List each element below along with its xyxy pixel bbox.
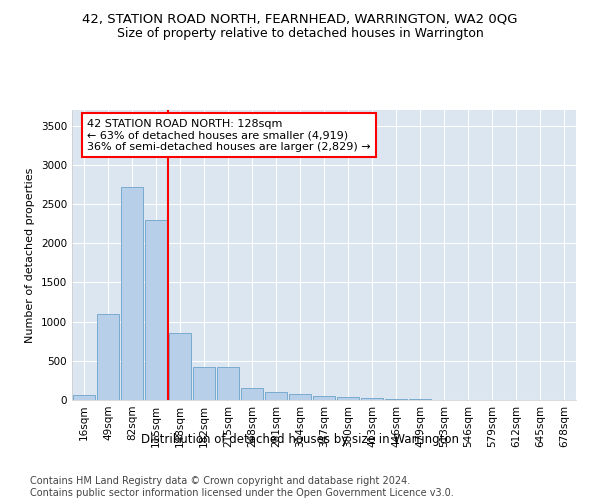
Text: Contains HM Land Registry data © Crown copyright and database right 2024.
Contai: Contains HM Land Registry data © Crown c… <box>30 476 454 498</box>
Text: Distribution of detached houses by size in Warrington: Distribution of detached houses by size … <box>141 432 459 446</box>
Bar <box>241 388 263 400</box>
Text: 42 STATION ROAD NORTH: 128sqm
← 63% of detached houses are smaller (4,919)
36% o: 42 STATION ROAD NORTH: 128sqm ← 63% of d… <box>87 118 371 152</box>
Y-axis label: Number of detached properties: Number of detached properties <box>25 168 35 342</box>
Text: Size of property relative to detached houses in Warrington: Size of property relative to detached ho… <box>116 28 484 40</box>
Bar <box>121 187 143 400</box>
Bar <box>313 396 335 400</box>
Bar <box>97 314 119 400</box>
Bar <box>169 334 191 400</box>
Bar <box>145 220 167 400</box>
Bar <box>73 394 95 400</box>
Bar <box>361 398 383 400</box>
Bar <box>385 399 407 400</box>
Bar <box>265 392 287 400</box>
Bar <box>217 367 239 400</box>
Bar <box>193 367 215 400</box>
Bar <box>337 397 359 400</box>
Bar <box>289 394 311 400</box>
Text: 42, STATION ROAD NORTH, FEARNHEAD, WARRINGTON, WA2 0QG: 42, STATION ROAD NORTH, FEARNHEAD, WARRI… <box>82 12 518 26</box>
